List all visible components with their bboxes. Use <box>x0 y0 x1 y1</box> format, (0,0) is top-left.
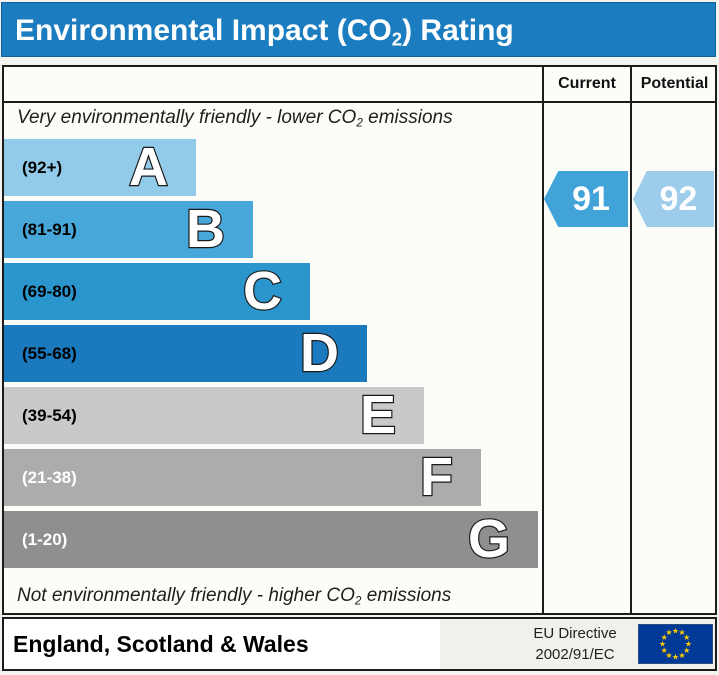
caption-bottom: Not environmentally friendly - higher CO… <box>17 585 452 608</box>
band-range: (39-54) <box>22 406 77 425</box>
svg-text:★: ★ <box>672 627 679 636</box>
column-header-current: Current <box>558 75 616 92</box>
band-letter: E <box>359 385 397 445</box>
svg-text:★: ★ <box>665 628 672 637</box>
band-letter: B <box>185 199 226 259</box>
eu-directive-label: EU Directive 2002/91/EC <box>533 625 617 663</box>
rating-table: Current Potential Very environmentally f… <box>2 65 717 615</box>
title-subscript: 2 <box>391 28 403 50</box>
band-letter: G <box>467 509 511 569</box>
band-g: (1-20) G <box>4 509 538 569</box>
svg-text:★: ★ <box>659 640 666 649</box>
page-title: Environmental Impact (CO2) Rating <box>1 2 716 57</box>
band-f: (21-38) F <box>4 447 481 507</box>
svg-text:★: ★ <box>685 640 692 649</box>
potential-rating-arrow: 92 <box>633 171 714 227</box>
svg-text:★: ★ <box>683 633 690 642</box>
footer: England, Scotland & Wales EU Directive 2… <box>2 617 717 671</box>
band-b: (81-91) B <box>4 199 253 259</box>
svg-text:★: ★ <box>661 646 668 655</box>
band-range: (92+) <box>22 158 63 177</box>
band-range: (55-68) <box>22 344 77 363</box>
band-range: (21-38) <box>22 468 77 487</box>
band-d: (55-68) D <box>4 323 367 383</box>
band-letter: D <box>299 323 340 383</box>
current-rating-arrow: 91 <box>544 171 628 227</box>
band-range: (69-80) <box>22 282 77 301</box>
current-rating-value: 91 <box>572 180 610 218</box>
band-letter: F <box>419 447 454 507</box>
band-e: (39-54) E <box>4 385 424 445</box>
column-header-potential: Potential <box>640 75 709 92</box>
svg-text:★: ★ <box>661 633 668 642</box>
band-letter: C <box>242 261 283 321</box>
column-divider-potential <box>630 67 632 613</box>
svg-text:★: ★ <box>665 651 672 660</box>
band-c: (69-80) C <box>4 261 310 321</box>
title-text: Environmental Impact (CO <box>15 14 392 47</box>
svg-text:★: ★ <box>683 646 690 655</box>
eu-flag-icon: ★ ★ ★ ★ ★ ★ ★ ★ ★ ★ ★ ★ <box>638 624 713 664</box>
band-range: (1-20) <box>22 530 68 549</box>
caption-top: Very environmentally friendly - lower CO… <box>17 107 453 130</box>
svg-text:★: ★ <box>678 628 685 637</box>
band-a: (92+) A <box>4 137 196 197</box>
band-letter: A <box>128 137 169 197</box>
region-label: England, Scotland & Wales <box>13 631 309 657</box>
title-text-end: ) Rating <box>402 14 514 47</box>
table-header-row <box>4 67 715 103</box>
svg-text:★: ★ <box>678 651 685 660</box>
potential-rating-value: 92 <box>659 180 698 218</box>
svg-text:★: ★ <box>672 653 679 662</box>
band-range: (81-91) <box>22 220 77 239</box>
column-divider-current <box>542 67 544 613</box>
